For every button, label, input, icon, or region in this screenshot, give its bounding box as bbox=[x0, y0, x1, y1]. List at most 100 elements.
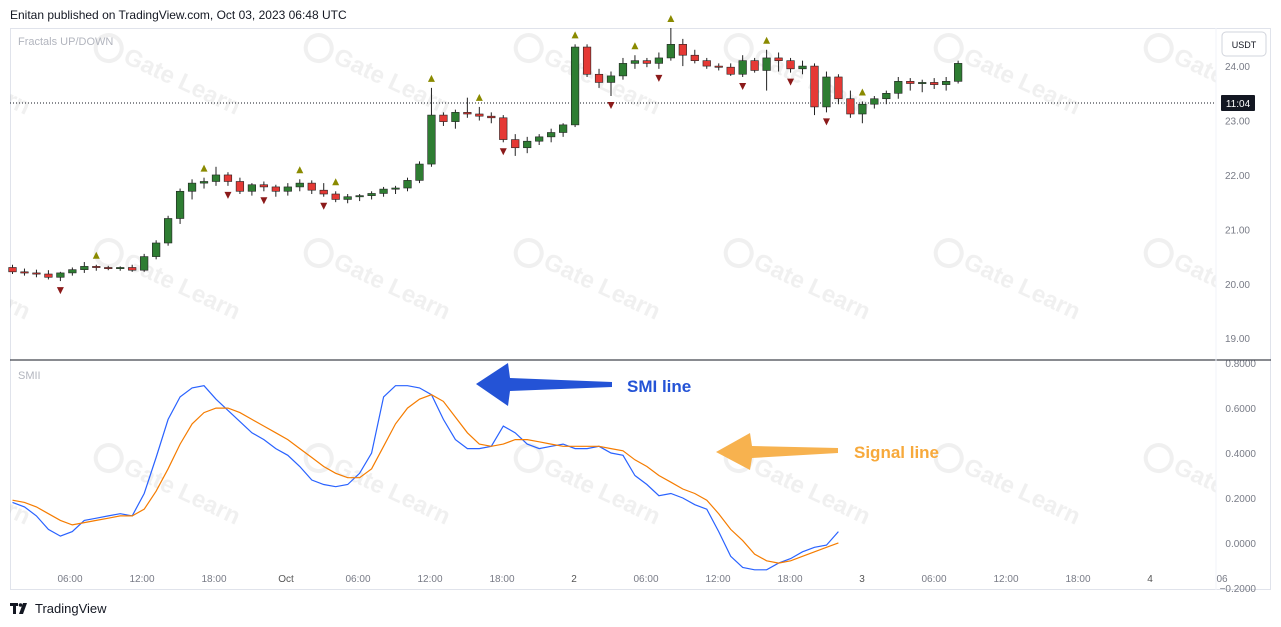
candle-body bbox=[523, 140, 532, 149]
candle-body bbox=[822, 76, 831, 108]
candle-body bbox=[475, 113, 484, 117]
fractal-down-icon bbox=[56, 287, 64, 295]
candle-body bbox=[559, 124, 568, 133]
candle-body bbox=[152, 242, 161, 257]
osc-tick-label: 0.8000 bbox=[1225, 359, 1256, 370]
footer: TradingView bbox=[10, 601, 107, 616]
fractal-up-icon bbox=[667, 15, 675, 22]
candle-body bbox=[307, 182, 316, 191]
candle-body bbox=[116, 267, 125, 269]
time-tick-label: 18:00 bbox=[1065, 574, 1090, 585]
footer-brand[interactable]: TradingView bbox=[35, 601, 107, 616]
candle-body bbox=[223, 174, 233, 182]
time-tick-label: 06:00 bbox=[57, 574, 82, 585]
time-tick-label: 18:00 bbox=[201, 574, 226, 585]
candle-body bbox=[702, 60, 711, 67]
candle-body bbox=[295, 182, 304, 188]
candle-body bbox=[175, 190, 185, 219]
candle-body bbox=[666, 44, 675, 59]
fractal-up-icon bbox=[296, 166, 304, 174]
fractal-up-icon bbox=[332, 178, 340, 186]
fractal-down-icon bbox=[260, 197, 268, 205]
candle-body bbox=[654, 57, 663, 64]
smi-annotation-text: SMI line bbox=[627, 377, 691, 396]
osc-indicator-label: SMII bbox=[18, 370, 41, 382]
candle-body bbox=[20, 271, 29, 274]
watermark-layer bbox=[10, 28, 1216, 590]
price-indicator-label: Fractals UP/DOWN bbox=[18, 36, 113, 48]
candle-body bbox=[427, 114, 436, 165]
candle-body bbox=[80, 266, 89, 270]
candle-body bbox=[786, 60, 795, 70]
currency-button[interactable]: USDT bbox=[1221, 31, 1267, 57]
time-axis: 06:00 12:00 18:00 Oct 06:00 12:00 18:00 2 06:00 1… bbox=[57, 574, 1228, 585]
fractal-down-icon bbox=[655, 74, 663, 82]
price-axis: 19.00 20.00 21.00 22.00 23.00 24.00 bbox=[1225, 62, 1250, 345]
candle-body bbox=[319, 189, 328, 195]
candle-body bbox=[906, 81, 915, 84]
candle-body bbox=[439, 114, 448, 122]
fractal-up-icon bbox=[475, 93, 483, 101]
fractal-up-icon bbox=[571, 31, 579, 39]
signal-arrow-icon bbox=[716, 433, 838, 470]
signal-annotation: Signal line bbox=[716, 433, 939, 470]
oscillator-lines bbox=[12, 385, 839, 571]
fractal-up-icon bbox=[763, 36, 771, 44]
tradingview-logo-icon bbox=[10, 602, 30, 615]
candle-body bbox=[343, 196, 352, 200]
fractals-layer bbox=[56, 15, 866, 295]
currency-button-label: USDT bbox=[1232, 40, 1257, 50]
price-tick-label: 22.00 bbox=[1225, 171, 1250, 182]
candle-body bbox=[798, 65, 807, 70]
fractal-down-icon bbox=[787, 78, 795, 86]
candle-body bbox=[750, 60, 759, 71]
candle-body bbox=[918, 82, 927, 84]
candle-body bbox=[535, 136, 544, 142]
time-tick-label: 12:00 bbox=[993, 574, 1018, 585]
publish-header: Enitan published on TradingView.com, Oct… bbox=[10, 8, 347, 22]
candle-body bbox=[271, 186, 280, 192]
signal-line bbox=[12, 394, 839, 564]
candle-body bbox=[199, 181, 209, 184]
fractal-up-icon bbox=[631, 42, 639, 50]
price-tick-label: 19.00 bbox=[1225, 334, 1250, 345]
signal-annotation-text: Signal line bbox=[854, 443, 939, 462]
candle-body bbox=[379, 188, 388, 194]
price-tick-label: 23.00 bbox=[1225, 117, 1250, 128]
price-tick-label: 24.00 bbox=[1225, 62, 1250, 73]
candle-body bbox=[8, 267, 17, 273]
candle-body bbox=[642, 60, 652, 64]
candle-body bbox=[834, 76, 843, 100]
time-tick-label: 18:00 bbox=[777, 574, 802, 585]
fractal-down-icon bbox=[499, 148, 507, 156]
candle-body bbox=[690, 54, 699, 61]
candle-body bbox=[594, 73, 604, 83]
fractal-up-icon bbox=[200, 164, 208, 172]
fractal-up-icon bbox=[858, 88, 866, 96]
time-tick-label: 12:00 bbox=[129, 574, 154, 585]
candle-body bbox=[726, 66, 735, 75]
oscillator-axis: 0.8000 0.6000 0.4000 0.2000 0.0000 −0.2000 bbox=[1220, 359, 1257, 595]
time-tick-label: 3 bbox=[859, 574, 865, 585]
smi-arrow-icon bbox=[476, 363, 612, 406]
candle-body bbox=[858, 103, 867, 115]
fractal-down-icon bbox=[320, 202, 328, 210]
candle-body bbox=[846, 98, 855, 115]
time-tick-label: 06:00 bbox=[345, 574, 370, 585]
candle-body bbox=[882, 93, 891, 100]
candle-body bbox=[954, 63, 963, 82]
candle-body bbox=[140, 256, 149, 271]
price-tick-label: 20.00 bbox=[1225, 280, 1250, 291]
candle-body bbox=[44, 273, 53, 278]
fractal-down-icon bbox=[822, 118, 830, 126]
candle-body bbox=[68, 269, 77, 274]
candle-body bbox=[451, 112, 460, 122]
candle-body bbox=[391, 187, 400, 190]
candle-body bbox=[283, 186, 292, 192]
candle-body bbox=[499, 117, 508, 140]
time-tick-label: 06:00 bbox=[921, 574, 946, 585]
osc-tick-label: −0.2000 bbox=[1220, 584, 1257, 595]
time-tick-label: 06:00 bbox=[633, 574, 658, 585]
candle-body bbox=[606, 75, 616, 83]
